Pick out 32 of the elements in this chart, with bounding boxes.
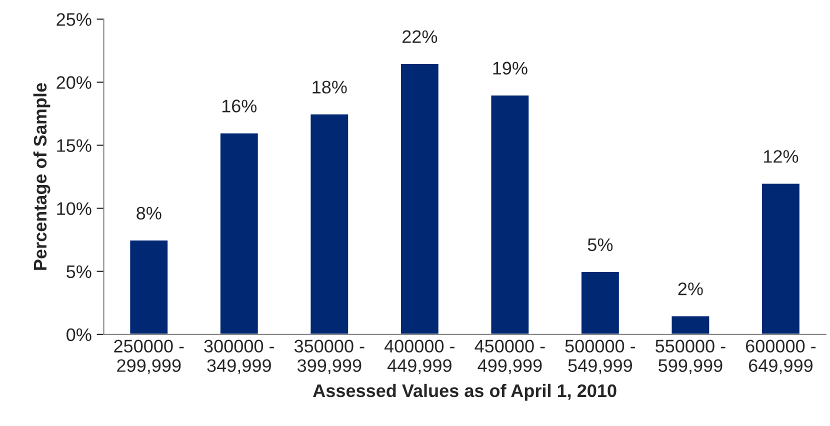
x-tick-label: 300000 - 349,999 [204,340,274,374]
bar [219,132,260,334]
x-tick-label: 450000 - 499,999 [474,340,545,374]
data-label: 18% [312,80,347,94]
x-tick-label: 550000 - 599,999 [656,340,726,374]
bar [128,239,169,334]
x-tick-label: 350000 - 399,999 [294,340,364,374]
x-tick-label: 400000 - 449,999 [384,340,455,374]
bar [490,94,530,334]
data-label: 16% [222,100,257,112]
y-tick-label: 5% [66,265,92,278]
y-tick-label: 20% [56,76,92,89]
data-label: 22% [402,30,438,43]
data-label: 8% [136,206,162,220]
data-label: 19% [493,62,528,75]
y-tick-label: 25% [56,13,92,26]
bar [580,270,620,334]
x-tick-label: 500000 - 549,999 [565,340,636,374]
y-tick-label: 0% [66,328,92,342]
bar [670,314,711,334]
y-axis-title: Percentage of Sample [33,83,50,270]
data-label: 2% [678,282,703,296]
data-label: 12% [764,150,798,163]
x-tick-label: 250000 - 299,999 [114,340,184,374]
data-label: 5% [588,238,613,252]
y-tick-label: 10% [57,202,92,216]
x-tick-label: 600000 - 649,999 [746,340,816,374]
x-axis-title: Assessed Values as of April 1, 2010 [313,384,616,401]
bar [309,113,350,334]
y-tick-label: 15% [57,139,92,152]
bar [760,182,801,334]
bar [400,62,440,334]
